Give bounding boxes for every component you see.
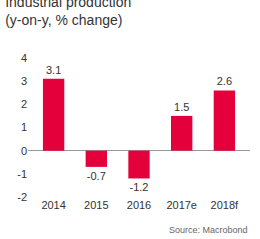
svg-text:1: 1: [21, 121, 27, 133]
svg-text:2015: 2015: [84, 199, 108, 211]
svg-text:-1.2: -1.2: [130, 181, 149, 193]
svg-text:3.1: 3.1: [46, 64, 61, 76]
svg-text:-2: -2: [17, 191, 27, 203]
svg-text:2014: 2014: [41, 199, 65, 211]
svg-text:Industrial production(y-on-y,: Industrial production(y-on-y, % change): [5, 0, 131, 28]
svg-text:0: 0: [21, 145, 27, 157]
svg-text:2018f: 2018f: [211, 199, 239, 211]
svg-text:-0.7: -0.7: [87, 170, 106, 182]
svg-text:Source: Macrobond: Source: Macrobond: [169, 225, 248, 235]
svg-text:1.5: 1.5: [174, 101, 189, 113]
svg-text:2017e: 2017e: [166, 199, 197, 211]
svg-text:-1: -1: [17, 168, 27, 180]
svg-text:2: 2: [21, 98, 27, 110]
svg-text:3: 3: [21, 75, 27, 87]
svg-text:4: 4: [21, 52, 27, 64]
svg-text:2.6: 2.6: [217, 75, 232, 87]
svg-text:2016: 2016: [127, 199, 151, 211]
